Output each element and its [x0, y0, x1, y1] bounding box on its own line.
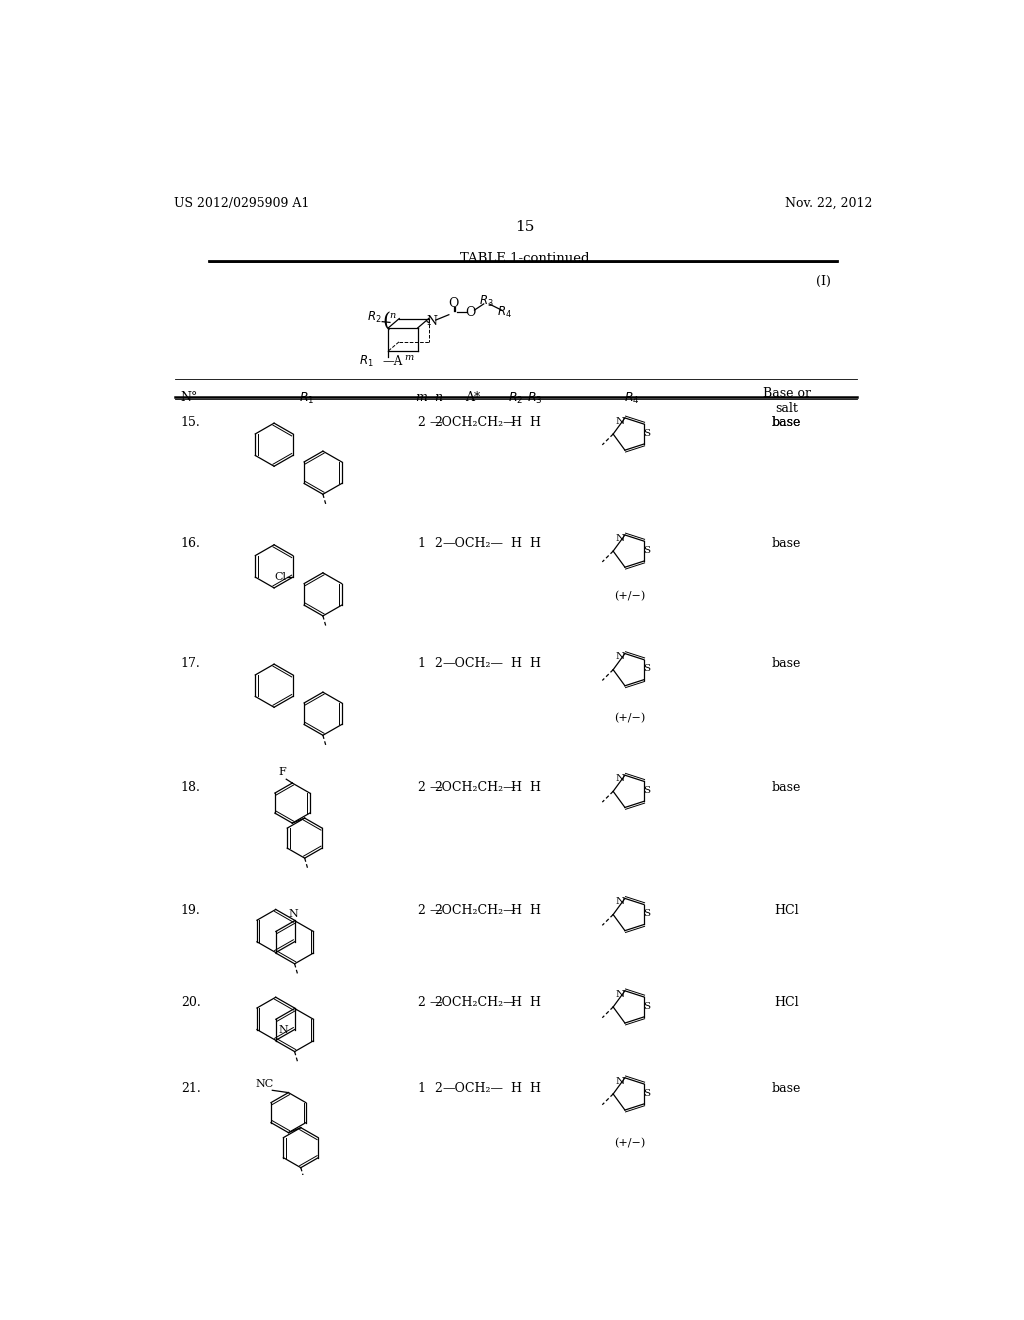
Text: 2: 2 [434, 537, 442, 550]
Text: 2: 2 [417, 416, 425, 429]
Text: H: H [510, 1082, 521, 1096]
Text: O: O [449, 297, 459, 310]
Text: N: N [615, 774, 625, 783]
Text: 19.: 19. [180, 904, 201, 917]
Text: Base or
salt: Base or salt [763, 387, 811, 414]
Text: —A: —A [382, 355, 402, 368]
Text: $R_2$: $R_2$ [368, 309, 382, 325]
Text: S: S [643, 1089, 650, 1098]
Text: NC: NC [255, 1078, 273, 1089]
Text: H: H [510, 997, 521, 1010]
Text: N: N [615, 1077, 625, 1086]
Text: —OCH₂CH₂—: —OCH₂CH₂— [429, 904, 516, 917]
Text: S: S [643, 664, 650, 673]
Text: H: H [529, 904, 541, 917]
Text: m: m [415, 391, 427, 404]
Text: base: base [772, 537, 802, 550]
Text: N: N [615, 898, 625, 907]
Text: Cl: Cl [274, 572, 287, 582]
Text: H: H [529, 1082, 541, 1096]
Text: N: N [615, 417, 625, 426]
Text: H: H [529, 997, 541, 1010]
Text: —OCH₂—: —OCH₂— [442, 1082, 504, 1096]
Text: (+/−): (+/−) [614, 713, 646, 723]
Text: —OCH₂—: —OCH₂— [442, 537, 504, 550]
Text: $R_4$: $R_4$ [498, 305, 512, 319]
Text: 15.: 15. [180, 416, 201, 429]
Text: S: S [643, 429, 650, 438]
Text: 2: 2 [417, 780, 425, 793]
Text: n: n [434, 391, 442, 404]
Text: 17.: 17. [180, 657, 201, 671]
Text: (I): (I) [816, 276, 831, 289]
Text: N°: N° [180, 391, 198, 404]
Text: $R_1$: $R_1$ [359, 354, 374, 370]
Text: H: H [510, 904, 521, 917]
Text: Nov. 22, 2012: Nov. 22, 2012 [784, 197, 872, 210]
Text: —OCH₂CH₂—: —OCH₂CH₂— [429, 997, 516, 1010]
Text: $R_3$: $R_3$ [478, 294, 494, 309]
Text: H: H [510, 416, 521, 429]
Text: 2: 2 [434, 904, 442, 917]
Text: H: H [510, 780, 521, 793]
Text: N: N [615, 990, 625, 999]
Text: US 2012/0295909 A1: US 2012/0295909 A1 [174, 197, 310, 210]
Text: S: S [643, 545, 650, 554]
Text: 16.: 16. [180, 537, 201, 550]
Text: 15: 15 [515, 220, 535, 234]
Text: S: S [643, 1002, 650, 1011]
Text: S: S [643, 785, 650, 795]
Text: HCl: HCl [774, 904, 799, 917]
Text: (+/−): (+/−) [614, 591, 646, 602]
Text: $R_4$: $R_4$ [624, 391, 640, 407]
Text: A*: A* [465, 391, 480, 404]
Text: 2: 2 [434, 657, 442, 671]
Text: base: base [772, 780, 802, 793]
Text: (+/−): (+/−) [614, 1138, 646, 1148]
Text: base: base [772, 416, 802, 429]
Text: H: H [529, 416, 541, 429]
Text: H: H [529, 780, 541, 793]
Text: 2: 2 [417, 997, 425, 1010]
Text: 2: 2 [434, 1082, 442, 1096]
Text: 2: 2 [417, 904, 425, 917]
Text: —OCH₂CH₂—: —OCH₂CH₂— [429, 780, 516, 793]
Text: —OCH₂CH₂—: —OCH₂CH₂— [429, 416, 516, 429]
Text: H: H [529, 657, 541, 671]
Text: H: H [510, 537, 521, 550]
Text: 2: 2 [434, 997, 442, 1010]
Text: H: H [510, 657, 521, 671]
Text: $R_3$: $R_3$ [527, 391, 543, 407]
Text: 1: 1 [417, 537, 425, 550]
Text: 2: 2 [434, 416, 442, 429]
Text: F: F [279, 767, 286, 777]
Text: HCl: HCl [774, 997, 799, 1010]
Text: base: base [772, 416, 802, 429]
Text: $R_2$: $R_2$ [508, 391, 523, 407]
Text: O: O [465, 306, 476, 319]
Text: base: base [772, 657, 802, 671]
Text: 2: 2 [434, 780, 442, 793]
Text: N: N [288, 908, 298, 919]
Text: 1: 1 [417, 1082, 425, 1096]
Text: base: base [772, 1082, 802, 1096]
Text: 1: 1 [417, 657, 425, 671]
Text: N: N [615, 533, 625, 543]
Text: TABLE 1-continued: TABLE 1-continued [460, 252, 590, 265]
Text: 20.: 20. [180, 997, 201, 1010]
Text: 18.: 18. [180, 780, 201, 793]
Text: 21.: 21. [180, 1082, 201, 1096]
Text: S: S [643, 909, 650, 919]
Text: H: H [529, 537, 541, 550]
Text: N: N [426, 315, 437, 329]
Text: (: ( [383, 312, 391, 330]
Text: N: N [279, 1024, 289, 1035]
Text: $R_1$: $R_1$ [299, 391, 314, 407]
Text: —OCH₂—: —OCH₂— [442, 657, 504, 671]
Text: m: m [404, 352, 414, 362]
Text: N: N [615, 652, 625, 661]
Text: n: n [389, 312, 395, 319]
